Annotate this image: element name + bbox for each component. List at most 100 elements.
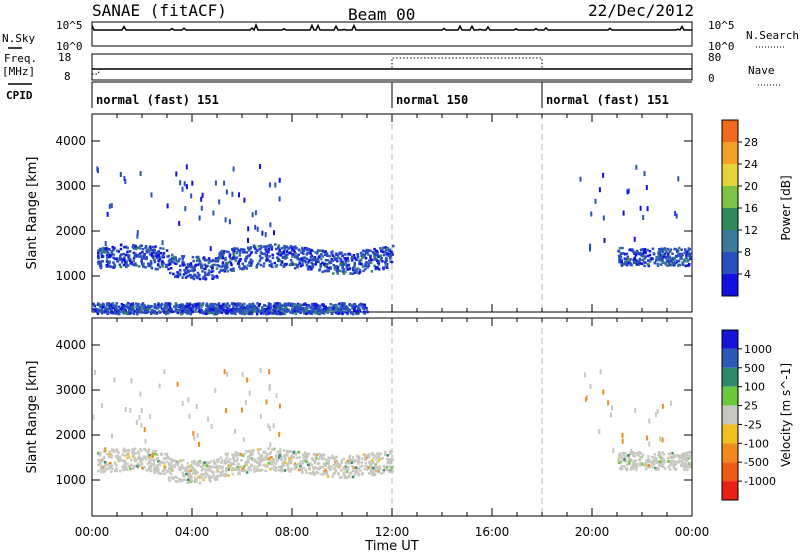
echo-point [328, 307, 332, 310]
echo-point [226, 460, 230, 463]
echo-point [188, 476, 191, 479]
echo-point [170, 257, 173, 261]
echo-point [266, 453, 269, 456]
nsearch-lo: 10^0 [708, 40, 735, 53]
echo-point [233, 462, 236, 465]
echo-point [305, 253, 308, 256]
echo-point [302, 303, 306, 306]
echo-point [355, 466, 358, 469]
echo-point [140, 244, 143, 247]
echo-point [111, 245, 114, 249]
echo-point [278, 177, 281, 183]
echo-point [625, 252, 629, 256]
echo-point [119, 253, 123, 256]
echo-point [235, 455, 238, 458]
echo-point [109, 461, 112, 465]
echo-point [317, 310, 320, 313]
echo-point [125, 312, 128, 315]
echo-point [274, 455, 278, 458]
y-tick-label: 3000 [55, 383, 86, 397]
echo-point [230, 302, 234, 305]
echo-point [634, 254, 638, 257]
echo-point [656, 256, 659, 259]
echo-point [205, 472, 209, 475]
echo-point [215, 312, 219, 315]
echo-point [251, 449, 254, 453]
echo-point [154, 450, 158, 453]
echo-point [215, 477, 218, 480]
echo-point [126, 306, 130, 309]
echo-point [256, 461, 259, 464]
echo-point [184, 469, 187, 472]
echo-point [292, 451, 295, 454]
echo-point [284, 306, 288, 310]
echo-point [176, 381, 179, 387]
echo-point [119, 247, 123, 251]
echo-point [687, 249, 690, 253]
echo-point [142, 254, 146, 257]
echo-point [166, 302, 169, 305]
echo-point [362, 453, 366, 456]
echo-point [278, 250, 281, 253]
echo-point [389, 253, 393, 256]
echo-point [234, 312, 237, 316]
echo-point [205, 304, 208, 307]
echo-point [163, 310, 166, 313]
echo-point [128, 456, 131, 459]
echo-point [340, 251, 343, 255]
echo-point [672, 454, 675, 457]
echo-point [147, 264, 150, 268]
echo-point [196, 433, 199, 439]
echo-point [369, 254, 372, 257]
echo-point [246, 306, 250, 309]
echo-point [662, 255, 666, 259]
echo-point [664, 255, 667, 259]
echo-point [191, 180, 194, 186]
echo-point [686, 259, 690, 262]
echo-point [177, 478, 181, 481]
nave-hi: 80 [708, 51, 721, 64]
echo-point [181, 310, 184, 313]
echo-point [194, 304, 198, 307]
echo-point [335, 265, 338, 268]
echo-point [149, 262, 153, 266]
echo-point [123, 449, 127, 452]
echo-point [646, 206, 649, 212]
echo-point [309, 311, 312, 314]
echo-point [100, 403, 103, 409]
echo-point [323, 262, 326, 265]
echo-point [296, 306, 300, 309]
echo-point [639, 455, 642, 459]
echo-point [197, 306, 201, 309]
echo-point [191, 304, 195, 308]
echo-point [130, 261, 134, 264]
echo-point [99, 264, 102, 267]
echo-point [669, 460, 672, 463]
echo-point [293, 464, 296, 467]
echo-point [282, 449, 286, 452]
echo-point [191, 466, 194, 470]
echo-point [259, 455, 262, 459]
echo-point [673, 257, 676, 261]
echo-point [325, 470, 329, 473]
echo-point [303, 310, 306, 313]
echo-point [102, 458, 105, 462]
echo-point [181, 471, 185, 475]
echo-point [335, 455, 338, 459]
echo-point [108, 466, 111, 469]
echo-point [337, 255, 340, 258]
echo-point [357, 462, 360, 465]
echo-point [675, 454, 679, 457]
echo-point [356, 310, 359, 313]
echo-point [224, 473, 227, 476]
echo-point [238, 253, 242, 257]
echo-point [191, 255, 195, 259]
echo-point [364, 257, 368, 260]
echo-point [276, 256, 279, 259]
echo-point [167, 302, 171, 305]
echo-point [317, 452, 321, 456]
echo-point [307, 452, 310, 456]
echo-point [296, 310, 300, 314]
echo-point [184, 309, 187, 313]
echo-point [123, 246, 126, 249]
